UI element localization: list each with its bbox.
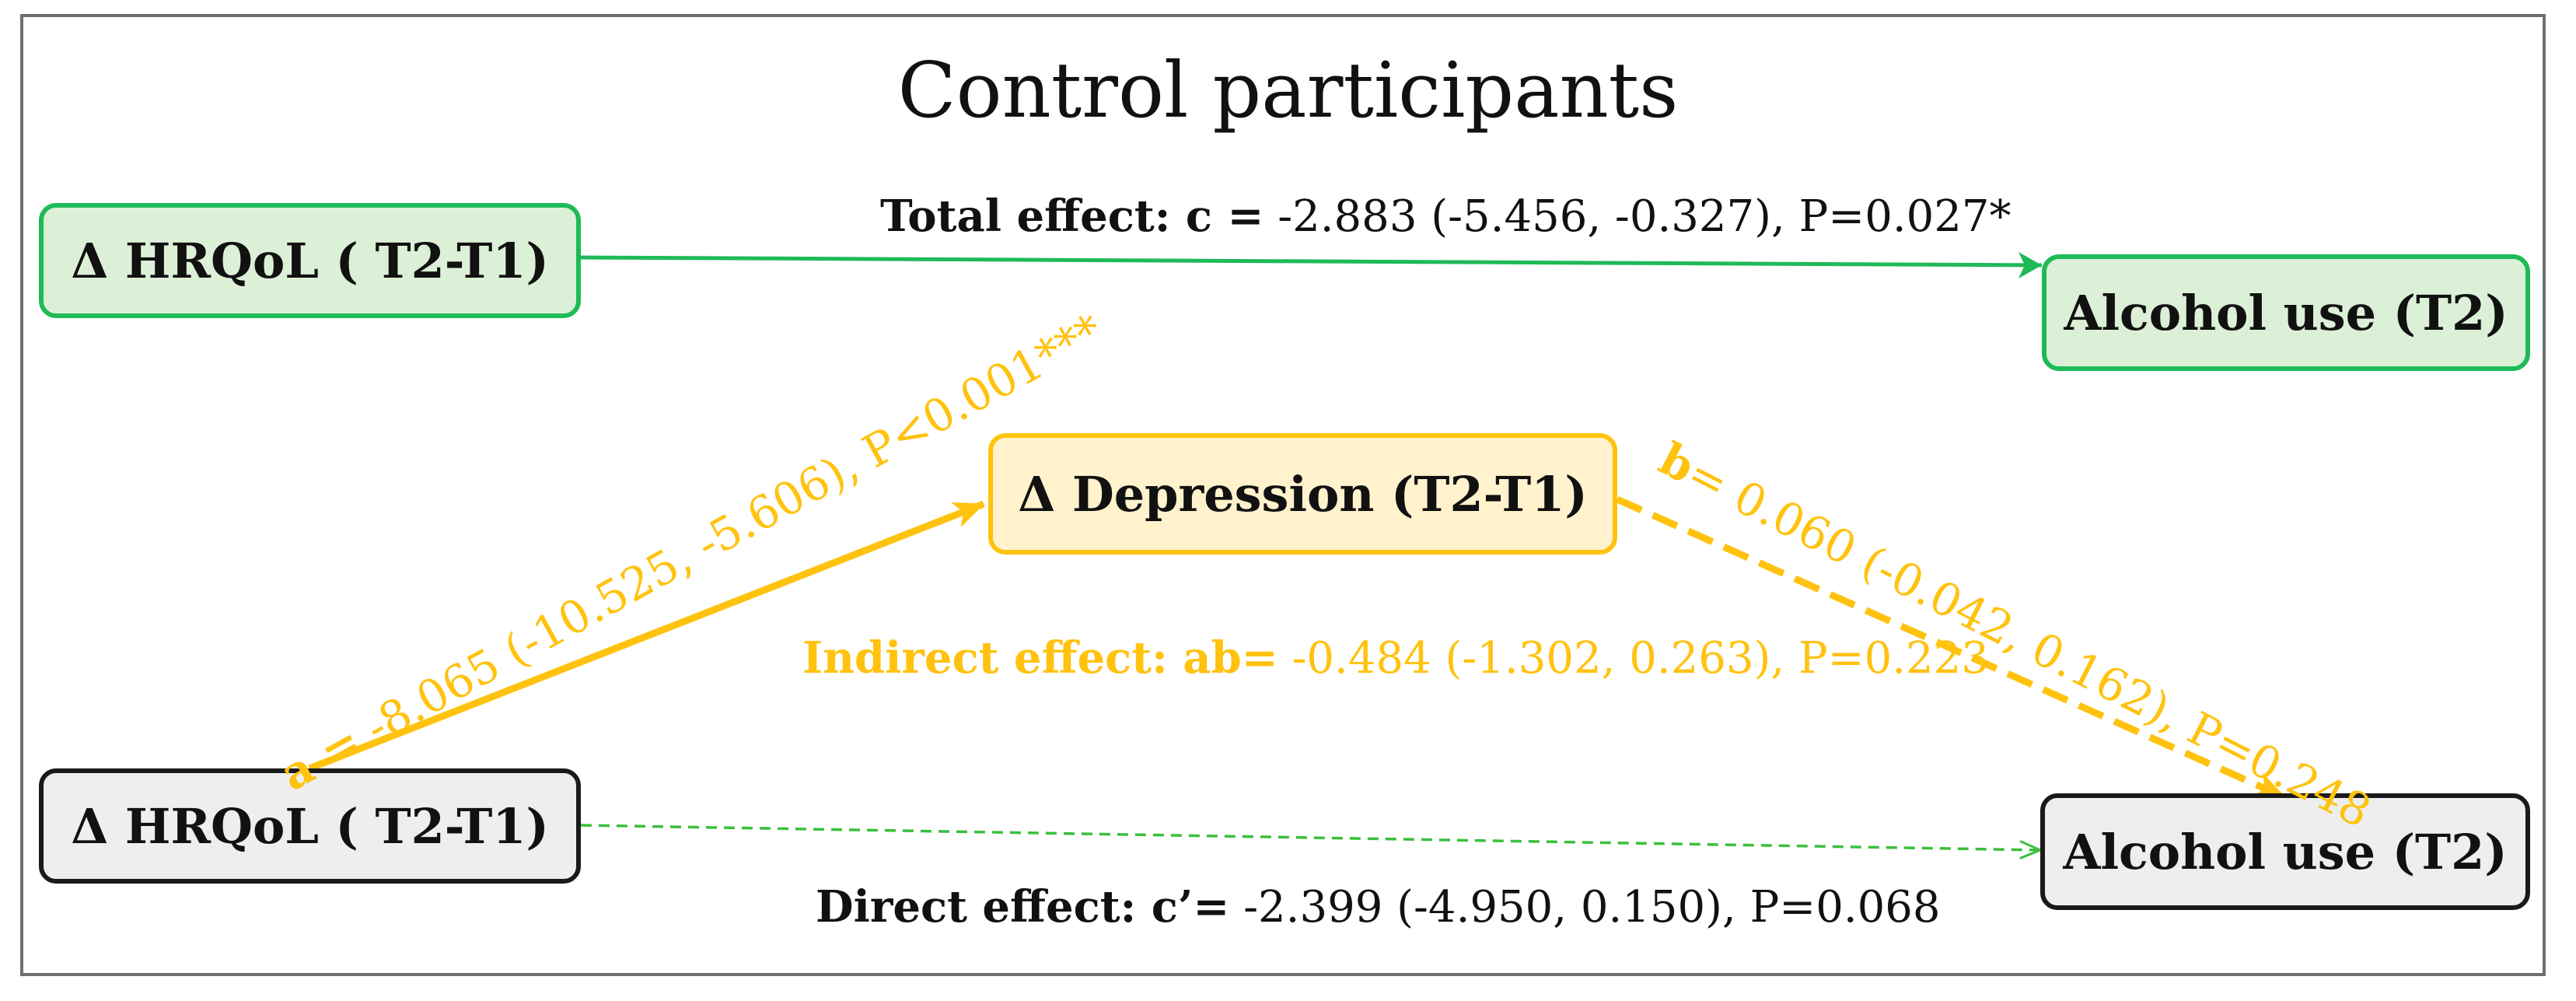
total-effect-arrowhead <box>2019 252 2042 278</box>
direct-effect-value: -2.399 (-4.950, 0.150), P=0.068 <box>1243 882 1941 933</box>
diagram-frame <box>20 14 2546 976</box>
b-path-arrow <box>1616 495 2286 801</box>
mediator-node: Δ Depression (T2-T1) <box>988 433 1617 555</box>
diagram-title: Control participants <box>897 47 1679 135</box>
indirect-effect-key: Indirect effect: ab= <box>802 632 1278 684</box>
bottom-predictor-node: Δ HRQoL ( T2-T1) <box>39 768 581 884</box>
top-outcome-label: Alcohol use (T2) <box>2064 284 2508 341</box>
direct-effect-label: Direct effect: c’= -2.399 (-4.950, 0.150… <box>816 885 1941 929</box>
indirect-effect-label: Indirect effect: ab= -0.484 (-1.302, 0.2… <box>802 636 1989 681</box>
direct-effect-arrow <box>580 824 2040 850</box>
indirect-effect-value: -0.484 (-1.302, 0.263), P=0.223 <box>1291 633 1989 684</box>
total-effect-label: Total effect: c = -2.883 (-5.456, -0.327… <box>880 194 2012 239</box>
total-effect-key: Total effect: c = <box>880 191 1264 242</box>
top-predictor-label: Δ HRQoL ( T2-T1) <box>71 232 549 289</box>
total-effect-value: -2.883 (-5.456, -0.327), P=0.027* <box>1278 191 2012 242</box>
total-effect-arrow <box>580 255 2043 268</box>
top-outcome-node: Alcohol use (T2) <box>2042 254 2530 371</box>
bottom-predictor-label: Δ HRQoL ( T2-T1) <box>71 797 549 855</box>
bottom-outcome-label: Alcohol use (T2) <box>2063 823 2508 880</box>
a-path-arrow <box>308 500 985 772</box>
bottom-outcome-node: Alcohol use (T2) <box>2040 793 2530 910</box>
top-predictor-node: Δ HRQoL ( T2-T1) <box>39 203 581 318</box>
direct-effect-key: Direct effect: c’= <box>816 881 1230 933</box>
mediator-label: Δ Depression (T2-T1) <box>1018 465 1588 523</box>
